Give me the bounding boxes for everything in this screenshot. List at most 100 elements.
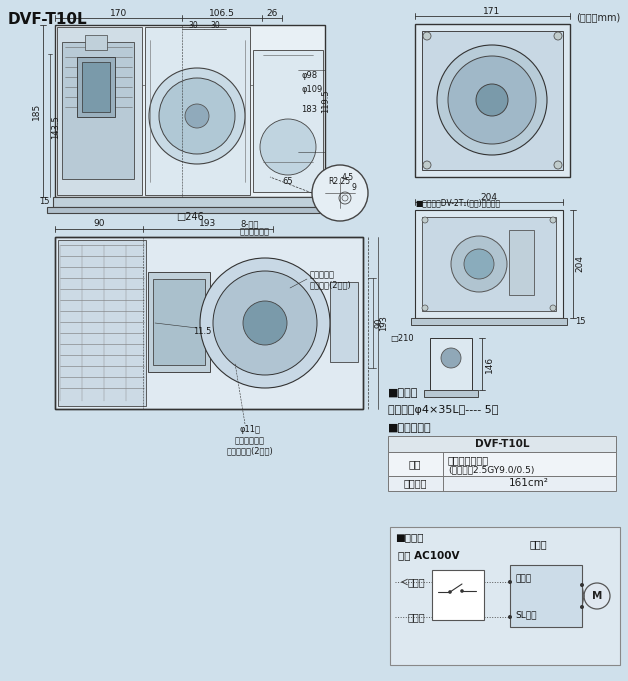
Circle shape bbox=[149, 68, 245, 164]
Bar bbox=[388, 436, 616, 452]
Circle shape bbox=[448, 590, 452, 594]
Circle shape bbox=[550, 217, 556, 223]
Text: 170: 170 bbox=[110, 8, 127, 18]
Text: □246: □246 bbox=[176, 212, 204, 222]
Text: 30: 30 bbox=[188, 20, 198, 29]
Text: 排気口取付用: 排気口取付用 bbox=[235, 437, 265, 445]
Circle shape bbox=[423, 32, 431, 40]
Bar bbox=[82, 62, 110, 112]
Text: 11.5: 11.5 bbox=[193, 326, 211, 336]
Circle shape bbox=[464, 249, 494, 279]
Bar bbox=[77, 57, 115, 117]
Circle shape bbox=[200, 258, 330, 388]
Text: 30: 30 bbox=[210, 20, 220, 29]
Text: DVF-T10L: DVF-T10L bbox=[475, 439, 529, 449]
Text: ベルマウス: ベルマウス bbox=[310, 270, 335, 279]
Text: 193: 193 bbox=[199, 219, 217, 229]
Circle shape bbox=[508, 580, 512, 584]
Bar bbox=[509, 230, 534, 295]
Text: 193: 193 bbox=[379, 315, 389, 331]
Bar bbox=[510, 565, 582, 627]
Bar bbox=[145, 27, 250, 195]
Text: (マンセル2.5GY9.0/0.5): (マンセル2.5GY9.0/0.5) bbox=[448, 466, 534, 475]
Bar bbox=[55, 25, 325, 197]
Text: 90: 90 bbox=[93, 219, 105, 229]
Circle shape bbox=[422, 305, 428, 311]
Circle shape bbox=[422, 217, 428, 223]
Text: 15: 15 bbox=[575, 317, 585, 326]
Circle shape bbox=[580, 605, 584, 609]
Circle shape bbox=[159, 78, 235, 154]
Circle shape bbox=[460, 589, 464, 592]
Bar bbox=[415, 24, 570, 177]
Text: 電源 AC100V: 電源 AC100V bbox=[398, 550, 460, 560]
Text: 木ねじ（φ4×35L）---- 5本: 木ねじ（φ4×35L）---- 5本 bbox=[388, 405, 499, 415]
Text: ■結線図: ■結線図 bbox=[395, 532, 423, 542]
Circle shape bbox=[580, 583, 584, 587]
Bar bbox=[253, 50, 323, 192]
Text: 106.5: 106.5 bbox=[209, 8, 235, 18]
Text: 9: 9 bbox=[352, 183, 357, 191]
Text: ■付属品: ■付属品 bbox=[388, 388, 418, 398]
Text: ムーンホワイト: ムーンホワイト bbox=[448, 455, 489, 465]
Bar bbox=[415, 210, 563, 318]
Circle shape bbox=[584, 583, 610, 609]
Circle shape bbox=[554, 161, 562, 169]
Bar bbox=[55, 237, 363, 409]
Circle shape bbox=[437, 45, 547, 155]
Text: 電圧側: 電圧側 bbox=[408, 577, 425, 587]
Circle shape bbox=[243, 301, 287, 345]
Bar bbox=[47, 207, 333, 213]
Text: R2.25: R2.25 bbox=[328, 176, 350, 185]
Circle shape bbox=[508, 615, 512, 619]
Circle shape bbox=[260, 119, 316, 175]
Circle shape bbox=[550, 305, 556, 311]
Text: DVF-T10L: DVF-T10L bbox=[8, 12, 88, 27]
Bar bbox=[53, 197, 327, 207]
Bar bbox=[422, 31, 563, 170]
Text: 本体取付用穴: 本体取付用穴 bbox=[240, 227, 270, 236]
Bar bbox=[58, 240, 146, 406]
Text: 204: 204 bbox=[575, 255, 585, 272]
Text: 4.5: 4.5 bbox=[342, 172, 354, 182]
Circle shape bbox=[448, 56, 536, 144]
Circle shape bbox=[451, 236, 507, 292]
Text: 171: 171 bbox=[484, 7, 501, 16]
Circle shape bbox=[554, 32, 562, 40]
Bar bbox=[85, 35, 107, 50]
Bar bbox=[148, 272, 210, 372]
Text: 色調: 色調 bbox=[409, 459, 421, 469]
Text: φ109: φ109 bbox=[301, 86, 322, 95]
Text: φ98: φ98 bbox=[301, 71, 317, 80]
Bar bbox=[390, 527, 620, 665]
Bar bbox=[57, 27, 142, 195]
Circle shape bbox=[185, 104, 209, 128]
Circle shape bbox=[476, 84, 508, 116]
Text: 仮固定ツメ(2ヶ所): 仮固定ツメ(2ヶ所) bbox=[227, 447, 273, 456]
Bar bbox=[62, 42, 134, 179]
Text: 26: 26 bbox=[266, 8, 278, 18]
Bar bbox=[411, 318, 567, 325]
Circle shape bbox=[213, 271, 317, 375]
Text: 143.5: 143.5 bbox=[51, 115, 60, 139]
Text: 取っ手部(2ヶ所): 取っ手部(2ヶ所) bbox=[310, 281, 352, 289]
Circle shape bbox=[423, 161, 431, 169]
Text: □210: □210 bbox=[390, 334, 414, 343]
Text: 119.5: 119.5 bbox=[321, 89, 330, 113]
Text: ■吹下全具DV-2T₁(別売)取付位置: ■吹下全具DV-2T₁(別売)取付位置 bbox=[415, 198, 500, 207]
Text: SL端子: SL端子 bbox=[515, 610, 536, 620]
Circle shape bbox=[312, 165, 368, 221]
Text: φ11穴: φ11穴 bbox=[239, 424, 261, 434]
Text: 15: 15 bbox=[40, 197, 50, 206]
Text: M: M bbox=[592, 591, 602, 601]
Bar bbox=[432, 570, 484, 620]
Text: 8-長穴: 8-長穴 bbox=[240, 219, 258, 229]
Text: 161cm²: 161cm² bbox=[509, 478, 549, 488]
Text: 204: 204 bbox=[480, 193, 497, 202]
Text: ■本体カバー: ■本体カバー bbox=[388, 423, 431, 433]
Text: 183: 183 bbox=[301, 106, 317, 114]
Bar bbox=[422, 217, 556, 311]
Bar bbox=[388, 452, 616, 476]
Text: 換気扇: 換気扇 bbox=[529, 539, 547, 549]
Bar bbox=[430, 338, 472, 390]
